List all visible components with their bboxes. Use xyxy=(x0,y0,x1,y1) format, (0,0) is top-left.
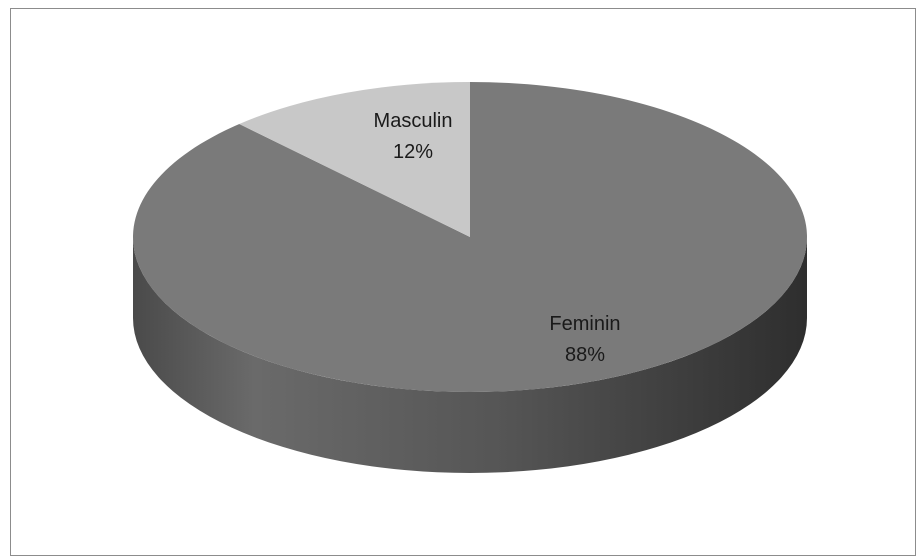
pie-side-wall xyxy=(133,237,807,473)
data-label-masculin-percent: 12% xyxy=(393,141,433,163)
data-label-feminin-percent: 88% xyxy=(565,344,605,366)
pie-labels: Feminin 88% Masculin 12% xyxy=(374,110,621,366)
pie-slices xyxy=(132,82,807,392)
pie-slice-masculin xyxy=(239,82,470,237)
data-label-masculin-name: Masculin xyxy=(374,110,453,132)
data-label-feminin-name: Feminin xyxy=(549,313,620,335)
pie-slice-feminin xyxy=(132,82,807,392)
